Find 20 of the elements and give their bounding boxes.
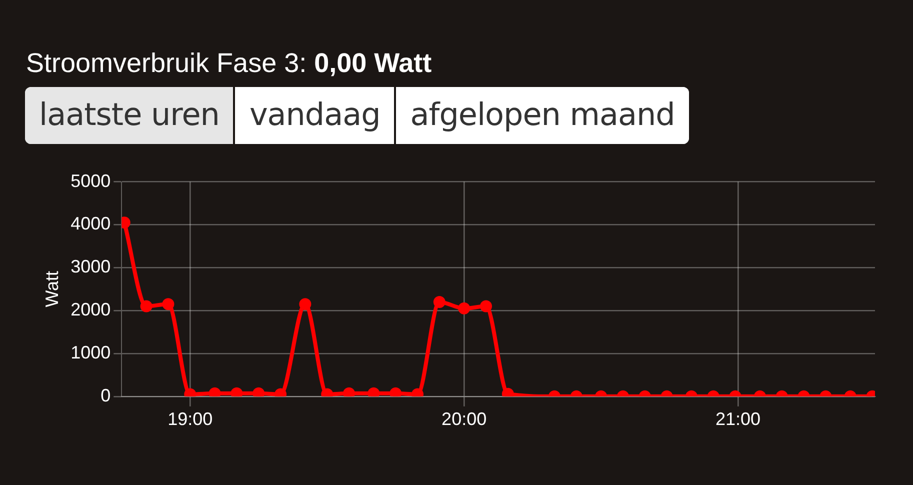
text: vandaag: [233, 87, 394, 144]
x-tick-label: 19:00: [168, 409, 213, 430]
y-tick-label: 2000: [70, 300, 111, 320]
y-tick-label: 1000: [70, 342, 111, 362]
text: afgelopen maand: [394, 87, 689, 144]
point: [433, 296, 446, 308]
point: [140, 300, 152, 312]
y-tick-label: 0: [100, 385, 111, 406]
x-tick-label: 21:00: [716, 409, 761, 430]
x-tick-label: 20:00: [442, 409, 487, 430]
y-tick-label: 5000: [70, 170, 111, 191]
y-axis-title: Watt: [42, 270, 62, 308]
point: [162, 298, 174, 310]
point: [480, 300, 492, 312]
y-tick-label: 3000: [70, 256, 111, 277]
point: [299, 298, 312, 310]
point: [458, 302, 470, 314]
chart-title: Stroomverbruik Fase 3: 0,00 Watt: [26, 48, 432, 78]
text: laatste uren: [25, 87, 234, 144]
y-tick-label: 4000: [70, 214, 111, 234]
